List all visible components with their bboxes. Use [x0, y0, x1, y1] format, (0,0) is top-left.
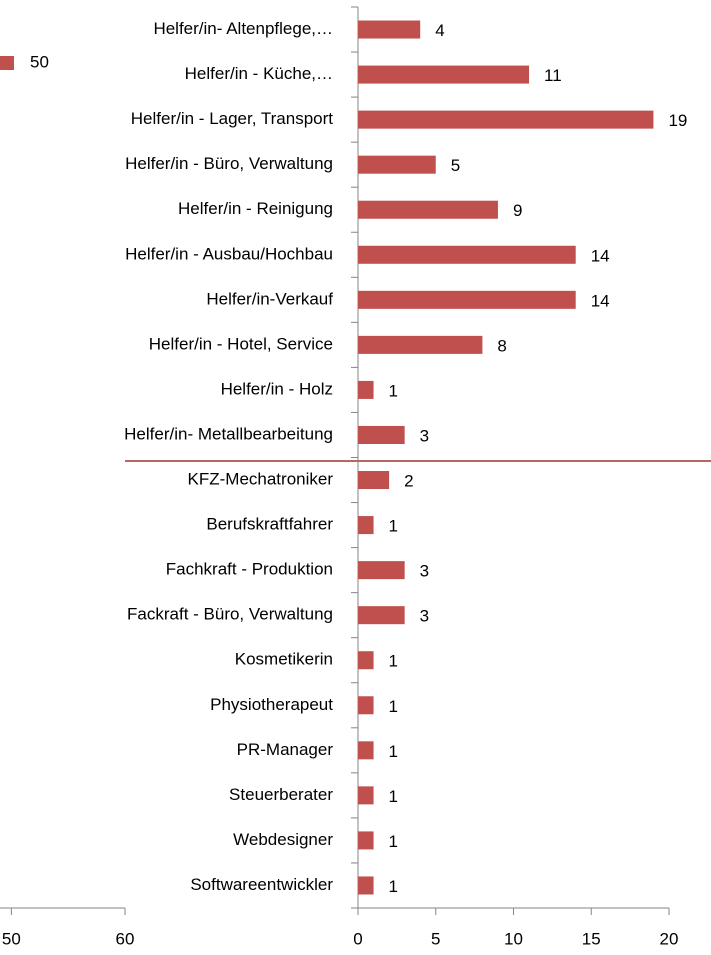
- y-tick-label: Helfer/in- Metallbearbeitung: [124, 424, 333, 443]
- bar: [358, 110, 654, 129]
- bar: [358, 516, 374, 535]
- bar: [358, 786, 374, 805]
- value-label: 1: [389, 742, 398, 761]
- bar: [358, 290, 576, 309]
- y-tick-label: Steuerberater: [229, 785, 333, 804]
- y-tick-label: Fackraft - Büro, Verwaltung: [127, 605, 333, 624]
- value-label: 1: [389, 652, 398, 671]
- bar: [358, 20, 421, 39]
- y-tick-label: Fachkraft - Produktion: [166, 560, 333, 579]
- bar: [358, 876, 374, 895]
- value-label: 9: [513, 201, 522, 220]
- value-label: 1: [389, 517, 398, 536]
- y-tick-label: Helfer/in-Verkauf: [206, 289, 333, 308]
- bar: [358, 561, 405, 580]
- bar: [358, 741, 374, 760]
- y-tick-label: Helfer/in - Lager, Transport: [131, 109, 333, 128]
- y-tick-label: Helfer/in - Reinigung: [178, 199, 333, 218]
- value-label: 4: [435, 21, 444, 40]
- legend-label: 50: [30, 52, 49, 71]
- bar: [358, 831, 374, 850]
- bar: [358, 245, 576, 264]
- value-label: 1: [389, 787, 398, 806]
- y-tick-label: Kosmetikerin: [235, 650, 333, 669]
- bar: [358, 606, 405, 625]
- y-tick-label: Helfer/in- Altenpflege,…: [153, 19, 333, 38]
- bar: [358, 65, 530, 84]
- value-label: 5: [451, 156, 460, 175]
- x-tick-label: 50: [2, 929, 21, 948]
- value-label: 3: [420, 607, 429, 626]
- bar: [358, 471, 390, 490]
- x-tick-label: 15: [582, 929, 601, 948]
- legend-swatch: [0, 56, 14, 70]
- y-tick-label: Softwareentwickler: [190, 875, 333, 894]
- bar: [358, 380, 374, 399]
- x-tick-label: 5: [431, 929, 440, 948]
- value-label: 14: [591, 246, 610, 265]
- y-tick-label: Helfer/in - Holz: [221, 379, 333, 398]
- value-label: 1: [389, 381, 398, 400]
- y-tick-label: Helfer/in - Hotel, Service: [149, 334, 333, 353]
- bar: [358, 696, 374, 715]
- y-tick-label: PR-Manager: [237, 740, 334, 759]
- bar: [358, 335, 483, 354]
- y-tick-label: KFZ-Mechatroniker: [188, 470, 334, 489]
- y-tick-label: Helfer/in - Ausbau/Hochbau: [125, 244, 333, 263]
- value-label: 3: [420, 426, 429, 445]
- value-label: 19: [668, 111, 687, 130]
- bar: [358, 200, 498, 219]
- value-label: 8: [497, 336, 506, 355]
- y-tick-label: Helfer/in - Büro, Verwaltung: [125, 154, 333, 173]
- y-tick-label: Physiotherapeut: [210, 695, 333, 714]
- y-tick-label: Helfer/in - Küche,…: [185, 64, 333, 83]
- x-tick-label: 20: [660, 929, 679, 948]
- value-label: 14: [591, 291, 610, 310]
- x-tick-label: 10: [504, 929, 523, 948]
- y-tick-label: Webdesigner: [233, 830, 333, 849]
- value-label: 11: [544, 66, 562, 85]
- value-label: 1: [389, 697, 398, 716]
- value-label: 2: [404, 472, 413, 491]
- bar: [358, 651, 374, 670]
- value-label: 1: [389, 877, 398, 896]
- value-label: 3: [420, 562, 429, 581]
- bar: [358, 155, 436, 174]
- x-tick-label: 0: [353, 929, 362, 948]
- x-tick-label: 60: [116, 929, 135, 948]
- value-label: 1: [389, 832, 398, 851]
- y-tick-label: Berufskraftfahrer: [206, 515, 333, 534]
- bar: [358, 425, 405, 444]
